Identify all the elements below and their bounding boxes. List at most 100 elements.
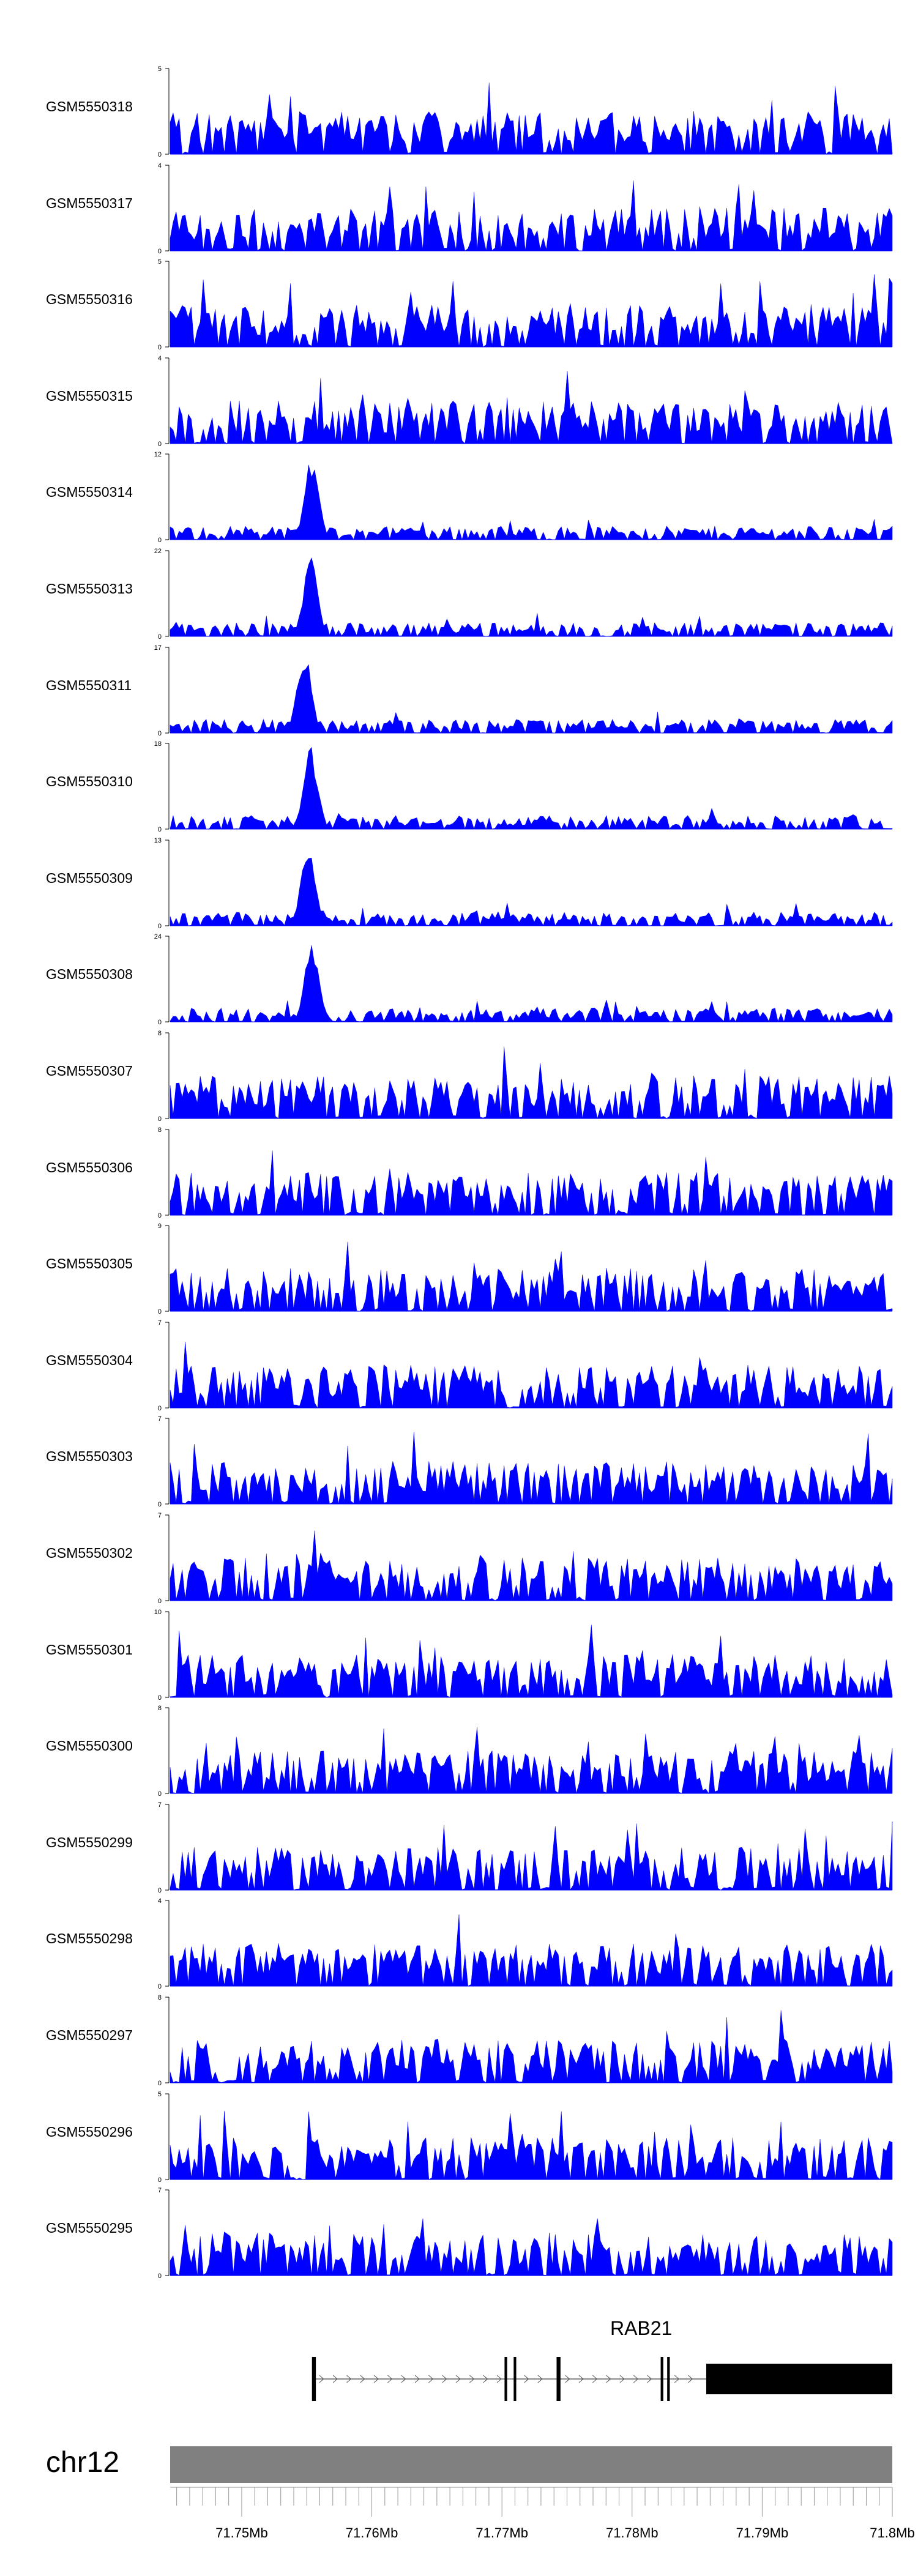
y-max-label: 8 xyxy=(158,1705,162,1712)
strand-arrow xyxy=(592,2375,598,2383)
track-label: GSM5550306 xyxy=(46,1159,133,1175)
track-plot: 70 xyxy=(158,2187,893,2280)
y-max-label: 4 xyxy=(158,162,162,169)
strand-arrow xyxy=(483,2375,488,2383)
gene-exon xyxy=(504,2357,507,2401)
y-zero-label: 0 xyxy=(158,1694,162,1702)
y-max-label: 13 xyxy=(154,837,162,844)
coverage-area xyxy=(170,371,893,444)
strand-arrow xyxy=(428,2375,434,2383)
track-plot: 70 xyxy=(158,1512,893,1605)
strand-arrow xyxy=(619,2375,625,2383)
track-plot: 40 xyxy=(158,162,893,255)
coverage-area xyxy=(170,1530,893,1601)
y-max-label: 7 xyxy=(158,2187,162,2194)
track-plot: 80 xyxy=(158,1994,893,2087)
y-zero-label: 0 xyxy=(158,441,162,448)
gene-exon xyxy=(706,2364,892,2394)
track-label: GSM5550302 xyxy=(46,1545,133,1561)
strand-arrow xyxy=(414,2375,420,2383)
track-label: GSM5550318 xyxy=(46,99,133,114)
track-row: GSM5550318 5 0 xyxy=(0,61,918,159)
y-zero-label: 0 xyxy=(158,151,162,158)
y-zero-label: 0 xyxy=(158,344,162,351)
gene-exon xyxy=(556,2357,561,2401)
track-plot: 40 xyxy=(158,1897,893,1990)
y-max-label: 8 xyxy=(158,1994,162,2001)
coverage-area xyxy=(170,180,893,251)
coverage-area xyxy=(170,1432,893,1505)
gene-exon xyxy=(667,2357,670,2401)
track-plot: 22 0 xyxy=(154,548,893,641)
coverage-area xyxy=(170,1821,893,1891)
y-zero-label: 0 xyxy=(158,1115,162,1123)
strand-arrow xyxy=(469,2375,475,2383)
coverage-area xyxy=(170,2010,893,2083)
coverage-area xyxy=(170,857,893,926)
y-zero-label: 0 xyxy=(158,1405,162,1412)
track-label: GSM5550297 xyxy=(46,2027,133,2043)
x-tick-label: 71.77Mb xyxy=(476,2525,528,2541)
track-row: GSM5550305 9 0 xyxy=(0,1218,918,1316)
coverage-area xyxy=(170,274,893,348)
track-row: GSM5550308 24 0 xyxy=(0,929,918,1027)
y-max-label: 12 xyxy=(154,451,162,458)
track-label: GSM5550314 xyxy=(46,484,133,501)
track-plot: 70 xyxy=(158,1801,893,1894)
coverage-area xyxy=(170,82,893,155)
track-row: GSM5550313 22 0 xyxy=(0,543,918,641)
y-zero-label: 0 xyxy=(158,1887,162,1894)
track-row: GSM5550298 4 0 xyxy=(0,1893,918,1991)
y-zero-label: 0 xyxy=(158,1790,162,1798)
y-max-label: 5 xyxy=(158,258,162,266)
strand-arrow xyxy=(647,2375,652,2383)
y-zero-label: 0 xyxy=(158,1308,162,1316)
x-tick-label: 71.75Mb xyxy=(215,2525,268,2541)
y-max-label: 4 xyxy=(158,1897,162,1905)
strand-arrow xyxy=(387,2375,393,2383)
track-row: GSM5550296 5 0 xyxy=(0,2086,918,2184)
track-label: GSM5550315 xyxy=(46,387,133,404)
track-label: GSM5550295 xyxy=(46,2220,133,2236)
coverage-area xyxy=(170,1625,893,1697)
y-max-label: 5 xyxy=(158,2091,162,2098)
track-label: GSM5550308 xyxy=(46,966,133,983)
track-label: GSM5550299 xyxy=(46,1834,133,1850)
coverage-area xyxy=(170,465,893,541)
y-zero-label: 0 xyxy=(158,633,162,641)
strand-arrow xyxy=(674,2375,679,2383)
y-zero-label: 0 xyxy=(158,2273,162,2280)
coverage-area xyxy=(170,1915,893,1987)
y-zero-label: 0 xyxy=(158,923,162,930)
track-label: GSM5550298 xyxy=(46,1930,133,1947)
track-row: GSM5550303 7 0 xyxy=(0,1411,918,1509)
strand-arrow xyxy=(524,2375,529,2383)
track-plot: 24 0 xyxy=(154,933,893,1026)
track-plot: 13 0 xyxy=(154,837,893,930)
y-max-label: 7 xyxy=(158,1512,162,1519)
y-max-label: 5 xyxy=(158,65,162,73)
track-plot: 50 xyxy=(158,258,893,351)
y-max-label: 7 xyxy=(158,1319,162,1327)
track-row: GSM5550300 8 0 xyxy=(0,1700,918,1798)
y-zero-label: 0 xyxy=(158,1501,162,1508)
y-max-label: 24 xyxy=(154,933,162,940)
x-tick-label: 71.79Mb xyxy=(736,2525,789,2541)
y-max-label: 8 xyxy=(158,1126,162,1134)
strand-arrow xyxy=(688,2375,693,2383)
track-row: GSM5550306 8 0 xyxy=(0,1122,918,1220)
gene-model-svg: RAB21 71.75Mb 71.76Mb 71.77Mb 71.78Mb 71.79Mb… xyxy=(170,2317,915,2541)
track-row: GSM5550310 18 0 xyxy=(0,736,918,834)
track-plot: 18 0 xyxy=(154,740,893,833)
y-zero-label: 0 xyxy=(158,730,162,737)
strand-arrow xyxy=(332,2375,338,2383)
track-label: GSM5550311 xyxy=(46,677,132,693)
track-label: GSM5550304 xyxy=(46,1352,133,1368)
track-plot: 17 0 xyxy=(154,644,893,737)
coverage-area xyxy=(170,557,893,637)
track-row: GSM5550301 10 0 xyxy=(0,1604,918,1702)
strand-arrow xyxy=(455,2375,461,2383)
y-zero-label: 0 xyxy=(158,248,162,255)
strand-arrow xyxy=(565,2375,570,2383)
x-tick-label: 71.8Mb xyxy=(870,2525,914,2541)
